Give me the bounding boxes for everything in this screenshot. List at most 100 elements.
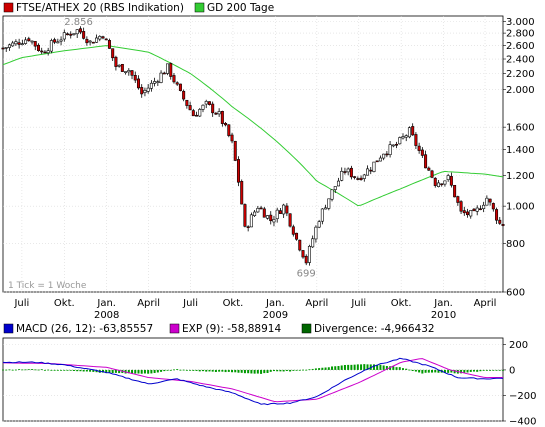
- divergence-bar: [92, 369, 95, 372]
- candle-body: [111, 48, 115, 59]
- candle-body: [114, 56, 118, 67]
- candle-body: [262, 208, 266, 218]
- candle-body: [166, 63, 170, 74]
- candle-body: [117, 64, 121, 67]
- candle-body: [82, 31, 86, 39]
- divergence-bar: [72, 369, 75, 371]
- x-tick-label: Okt.: [223, 298, 244, 309]
- divergence-bar: [324, 367, 327, 370]
- divergence-bar: [453, 369, 456, 374]
- divergence-bar: [392, 366, 395, 370]
- gd200-line: [2, 45, 504, 207]
- candle-body: [72, 33, 76, 35]
- candle-body: [172, 75, 176, 83]
- divergence-bar: [156, 369, 159, 373]
- candle-body: [385, 153, 389, 156]
- candle-body: [14, 41, 18, 45]
- x-tick-label: Jan.: [265, 298, 285, 309]
- candle-body: [7, 44, 11, 48]
- candle-body: [162, 72, 166, 75]
- x-tick-label: April: [474, 298, 497, 309]
- candle-body: [307, 245, 311, 263]
- candle-body: [372, 161, 376, 172]
- candle-body: [153, 81, 157, 84]
- divergence-bar: [385, 366, 388, 370]
- divergence-bar: [414, 369, 417, 372]
- candle-body: [411, 126, 415, 136]
- candle-body: [30, 40, 34, 43]
- divergence-bar: [360, 364, 363, 370]
- candle-body: [472, 208, 476, 212]
- candle-body: [62, 32, 66, 40]
- divergence-bar: [402, 368, 404, 370]
- candle-body: [462, 210, 466, 214]
- divergence-bar: [489, 369, 492, 371]
- divergence-bar: [340, 365, 343, 370]
- divergence-bar: [34, 369, 37, 371]
- candle-body: [246, 226, 250, 228]
- divergence-bar: [437, 369, 440, 373]
- exp-legend-label: EXP (9): -58,88914: [182, 323, 281, 335]
- macd-y-tick-label: 200: [509, 340, 528, 351]
- divergence-bar: [434, 369, 437, 373]
- price-legend-swatch: [3, 2, 14, 13]
- divergence-bar: [202, 369, 204, 372]
- price-y-tick-label: 1.200: [506, 171, 535, 182]
- macd-legend-label: MACD (26, 12): -63,85557: [16, 323, 153, 335]
- candle-body: [143, 90, 147, 93]
- x-tick-label: Juli: [13, 298, 29, 309]
- candle-body: [98, 36, 102, 40]
- candle-body: [324, 207, 328, 210]
- x-tick-year: 2010: [431, 310, 456, 321]
- divergence-bar: [82, 369, 85, 372]
- divergence-bar: [376, 364, 379, 370]
- price-y-tick-label: 600: [506, 288, 525, 299]
- candle-body: [20, 43, 24, 45]
- divergence-bar: [224, 369, 227, 373]
- candle-body: [188, 105, 192, 111]
- candle-body: [56, 41, 60, 44]
- candle-body: [17, 42, 21, 45]
- divergence-bar: [424, 369, 427, 373]
- candle-body: [124, 71, 128, 73]
- divergence-bar: [31, 369, 34, 370]
- price-y-tick-label: 2.600: [506, 41, 535, 52]
- candle-body: [501, 224, 505, 226]
- price-y-tick-label: 800: [506, 239, 525, 250]
- divergence-bar: [50, 369, 53, 371]
- candle-body: [46, 50, 50, 54]
- divergence-bar: [24, 369, 27, 371]
- divergence-bar: [502, 369, 504, 371]
- candle-body: [85, 38, 89, 44]
- exp-legend-swatch: [169, 323, 180, 334]
- candle-body: [159, 72, 163, 83]
- divergence-bar: [66, 369, 69, 371]
- candle-body: [136, 78, 140, 89]
- candle-body: [269, 214, 273, 222]
- candle-body: [33, 41, 37, 47]
- candle-body: [491, 203, 495, 210]
- candle-body: [127, 70, 131, 73]
- candle-body: [498, 219, 502, 224]
- candle-body: [211, 103, 215, 114]
- divergence-bar: [292, 369, 295, 371]
- candle-body: [359, 177, 363, 181]
- divergence-bar: [331, 366, 334, 370]
- divergence-bar: [327, 367, 330, 370]
- divergence-bar: [472, 369, 475, 372]
- divergence-bar: [308, 369, 311, 371]
- candle-body: [469, 210, 473, 217]
- candle-body: [240, 181, 244, 205]
- divergence-bar: [247, 369, 250, 374]
- price-y-tick-label: 2.200: [506, 69, 535, 80]
- candle-body: [178, 83, 182, 91]
- divergence-bar: [337, 366, 340, 370]
- divergence-bar: [192, 369, 195, 371]
- candle-body: [169, 63, 173, 77]
- divergence-bar: [447, 369, 450, 373]
- price-y-tick-label: 2.400: [506, 55, 535, 66]
- candle-body: [327, 198, 331, 209]
- divergence-bar: [208, 369, 211, 372]
- candle-body: [295, 232, 299, 240]
- candle-body: [220, 110, 224, 124]
